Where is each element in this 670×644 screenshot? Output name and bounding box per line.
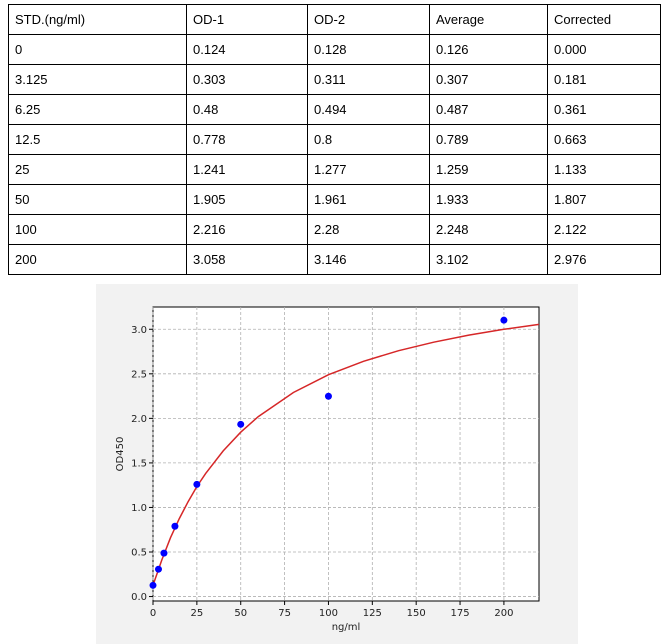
y-tick-label: 2.5 [131, 369, 147, 380]
table-cell: 25 [8, 154, 187, 185]
y-axis-label: OD450 [115, 437, 126, 472]
x-tick-label: 175 [450, 608, 469, 619]
table-row: 3.125 0.303 0.311 0.307 0.181 [8, 64, 661, 95]
header-od1: OD-1 [186, 4, 308, 35]
x-tick-label: 100 [319, 608, 338, 619]
table-row: 0 0.124 0.128 0.126 0.000 [8, 34, 661, 65]
table-cell: 3.125 [8, 64, 187, 95]
y-tick-label: 2.0 [131, 414, 147, 425]
table-header-row: STD.(ng/ml) OD-1 OD-2 Average Corrected [8, 4, 661, 35]
table-cell: 1.933 [429, 184, 548, 215]
table-cell: 2.216 [186, 214, 308, 245]
table-cell: 3.058 [186, 244, 308, 275]
x-tick-label: 150 [407, 608, 426, 619]
table-cell: 0.124 [186, 34, 308, 65]
table-cell: 1.905 [186, 184, 308, 215]
table-cell: 6.25 [8, 94, 187, 125]
table-cell: 0.000 [547, 34, 661, 65]
table-cell: 2.28 [307, 214, 430, 245]
table-cell: 3.146 [307, 244, 430, 275]
data-point [149, 581, 157, 589]
chart-svg: 0 25 50 75 100 125 150 175 200 0.0 0.5 1.0 1.5 2.0 2.5… [115, 306, 540, 633]
y-tick-label: 0.5 [131, 548, 147, 559]
table-cell: 2.976 [547, 244, 661, 275]
x-tick-label: 125 [363, 608, 382, 619]
grid-lines [152, 307, 539, 601]
table-cell: 0.663 [547, 124, 661, 155]
table-cell: 0.307 [429, 64, 548, 95]
data-point [193, 480, 201, 488]
table-row: 25 1.241 1.277 1.259 1.133 [8, 154, 661, 185]
table-cell: 0.487 [429, 94, 548, 125]
x-tick-label: 0 [150, 608, 156, 619]
x-axis-label: ng/ml [332, 622, 361, 633]
data-point [500, 316, 508, 324]
y-tick-label: 1.5 [131, 458, 147, 469]
table-cell: 0.128 [307, 34, 430, 65]
x-tick-label: 200 [494, 608, 513, 619]
table-cell: 0.311 [307, 64, 430, 95]
standard-curve-table: STD.(ng/ml) OD-1 OD-2 Average Corrected … [8, 4, 661, 275]
table-row: 200 3.058 3.146 3.102 2.976 [8, 244, 661, 275]
table-row: 12.5 0.778 0.8 0.789 0.663 [8, 124, 661, 155]
data-point [171, 522, 179, 530]
table-cell: 3.102 [429, 244, 548, 275]
table-cell: 0.8 [307, 124, 430, 155]
fit-curve [152, 323, 540, 586]
table-cell: 1.241 [186, 154, 308, 185]
x-tick-label: 75 [278, 608, 291, 619]
header-corrected: Corrected [547, 4, 661, 35]
table-row: 6.25 0.48 0.494 0.487 0.361 [8, 94, 661, 125]
table-cell: 0.181 [547, 64, 661, 95]
header-std: STD.(ng/ml) [8, 4, 187, 35]
table-cell: 100 [8, 214, 187, 245]
header-average: Average [429, 4, 548, 35]
table-cell: 50 [8, 184, 187, 215]
x-tick-label: 25 [190, 608, 203, 619]
table-row: 50 1.905 1.961 1.933 1.807 [8, 184, 661, 215]
table-cell: 0.778 [186, 124, 308, 155]
table-cell: 0 [8, 34, 187, 65]
table-cell: 0.361 [547, 94, 661, 125]
table-cell: 0.126 [429, 34, 548, 65]
table-cell: 2.122 [547, 214, 661, 245]
y-tick-label: 1.0 [131, 503, 147, 514]
data-points [149, 316, 508, 589]
table-cell: 0.303 [186, 64, 308, 95]
table-cell: 1.133 [547, 154, 661, 185]
table-cell: 200 [8, 244, 187, 275]
data-point [324, 392, 332, 400]
data-point [154, 565, 162, 573]
table-cell: 0.494 [307, 94, 430, 125]
table-cell: 1.807 [547, 184, 661, 215]
plot-area [152, 306, 540, 602]
standard-curve-chart: 0 25 50 75 100 125 150 175 200 0.0 0.5 1.0 1.5 2.0 2.5… [96, 284, 578, 644]
table-cell: 1.277 [307, 154, 430, 185]
y-tick-label: 3.0 [131, 325, 147, 336]
table-body: STD.(ng/ml) OD-1 OD-2 Average Corrected … [8, 4, 661, 275]
header-od2: OD-2 [307, 4, 430, 35]
table-cell: 12.5 [8, 124, 187, 155]
axis-ticks: 0 25 50 75 100 125 150 175 200 0.0 0.5 1.0 1.5 2.0 2.5… [131, 325, 513, 619]
data-point [237, 420, 245, 428]
table-cell: 1.961 [307, 184, 430, 215]
data-point [160, 549, 168, 557]
fit-curve-layer [152, 323, 540, 586]
table-cell: 0.789 [429, 124, 548, 155]
table-row: 100 2.216 2.28 2.248 2.122 [8, 214, 661, 245]
x-tick-label: 50 [234, 608, 247, 619]
table-cell: 1.259 [429, 154, 548, 185]
table-cell: 2.248 [429, 214, 548, 245]
y-tick-label: 0.0 [131, 592, 147, 603]
table-cell: 0.48 [186, 94, 308, 125]
